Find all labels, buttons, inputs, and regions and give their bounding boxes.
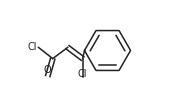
Text: Cl: Cl [28, 42, 37, 52]
Text: O: O [44, 65, 52, 75]
Text: Cl: Cl [78, 68, 87, 78]
